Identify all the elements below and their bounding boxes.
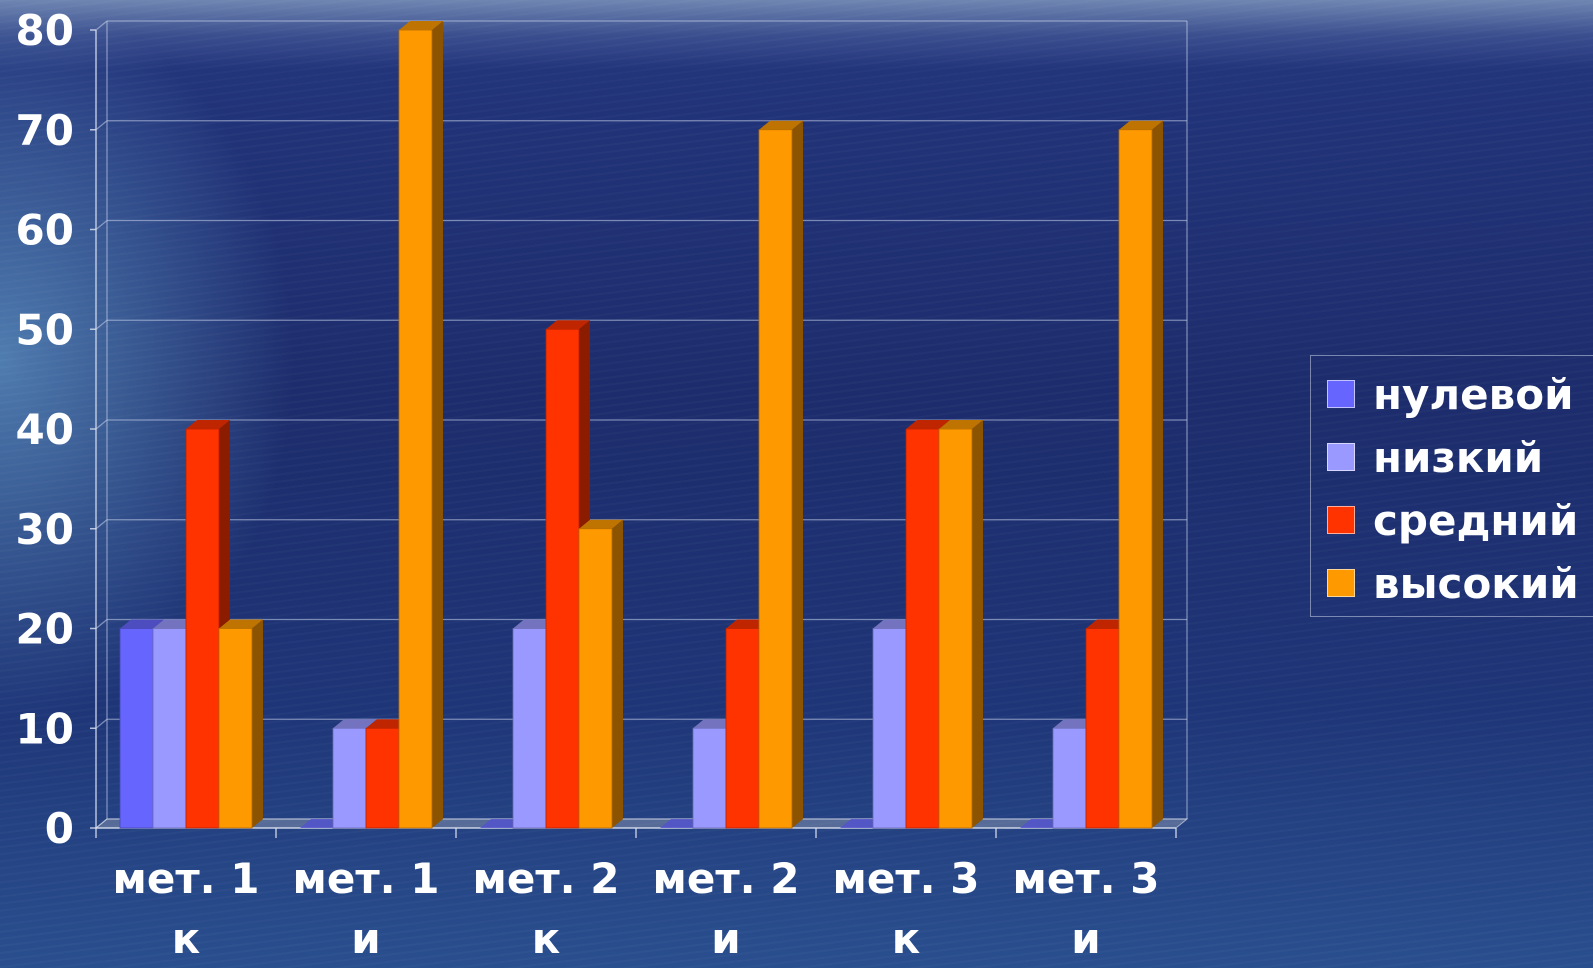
legend-swatch bbox=[1327, 380, 1355, 408]
y-tick-label: 30 bbox=[16, 505, 74, 554]
legend-label: высокий bbox=[1373, 558, 1579, 608]
x-tick-label: мет. 3 bbox=[833, 854, 980, 903]
x-tick-label: мет. 2 bbox=[473, 854, 620, 903]
bar bbox=[872, 628, 907, 829]
gridline-side bbox=[95, 20, 108, 31]
x-tick-label-sub: к bbox=[892, 914, 921, 963]
x-tick-label-sub: и bbox=[351, 914, 380, 963]
y-tick-label: 80 bbox=[16, 6, 74, 55]
bar bbox=[1085, 628, 1120, 829]
legend-item-high: высокий bbox=[1327, 553, 1579, 613]
bar bbox=[692, 727, 727, 829]
bar-top bbox=[759, 120, 803, 130]
bar-top bbox=[906, 420, 950, 429]
bar-side bbox=[252, 619, 263, 828]
y-tick-label: 20 bbox=[16, 605, 74, 654]
x-tick-label: мет. 1 bbox=[113, 854, 260, 903]
bar bbox=[119, 628, 154, 829]
bar-top bbox=[333, 719, 377, 729]
bar bbox=[725, 628, 760, 829]
gridline-side bbox=[95, 618, 108, 630]
bar bbox=[545, 328, 580, 829]
gridline-side bbox=[95, 120, 108, 131]
legend-label: средний bbox=[1373, 495, 1579, 545]
y-tick-label: 60 bbox=[16, 206, 74, 255]
bar-top bbox=[546, 320, 590, 330]
bar-top bbox=[1119, 120, 1163, 130]
bar bbox=[512, 628, 547, 829]
bar-top bbox=[399, 21, 443, 30]
bar bbox=[905, 428, 940, 829]
bar-layer bbox=[119, 21, 1163, 829]
x-tick-label-sub: к bbox=[532, 914, 561, 963]
x-tick-label: мет. 2 bbox=[653, 854, 800, 903]
legend-label: нулевой bbox=[1373, 369, 1574, 419]
bar bbox=[218, 628, 253, 829]
legend-swatch bbox=[1327, 569, 1355, 597]
legend-item-low: низкий bbox=[1327, 427, 1543, 487]
bar bbox=[1052, 727, 1087, 829]
gridline-side bbox=[95, 519, 108, 530]
x-tick-label-sub: к bbox=[172, 914, 201, 963]
grid-layer bbox=[95, 20, 1188, 829]
bar-side bbox=[1152, 120, 1163, 828]
y-tick-label: 70 bbox=[16, 106, 74, 155]
gridline-side bbox=[95, 718, 108, 729]
x-tick-label: мет. 1 bbox=[293, 854, 440, 903]
legend-swatch bbox=[1327, 443, 1355, 471]
bar-top bbox=[219, 619, 263, 629]
y-tick-label: 0 bbox=[45, 804, 74, 853]
x-tick-label: мет. 3 bbox=[1013, 854, 1160, 903]
y-tick-label: 10 bbox=[16, 704, 74, 753]
gridline-side bbox=[95, 419, 108, 430]
legend: нулевой низкий средний высокий bbox=[1310, 355, 1593, 617]
bar bbox=[1118, 129, 1153, 829]
bar bbox=[332, 727, 367, 829]
x-tick-label-sub: и bbox=[711, 914, 740, 963]
bar bbox=[185, 428, 220, 829]
bar bbox=[365, 727, 400, 829]
bar-side bbox=[792, 120, 803, 828]
gridline-side bbox=[95, 219, 108, 231]
legend-item-medium: средний bbox=[1327, 490, 1578, 550]
bar-side bbox=[432, 21, 443, 828]
gridline-side bbox=[95, 319, 108, 330]
y-tick-label: 50 bbox=[16, 305, 74, 354]
bar-top bbox=[120, 619, 164, 629]
bar-top bbox=[579, 519, 623, 529]
y-tick-label: 40 bbox=[16, 405, 74, 454]
label-layer: 0 10 20 30 40 50 60 70 80 мет. 1 к мет. 1 и мет. 2 к ме… bbox=[16, 6, 1160, 963]
bar bbox=[758, 129, 793, 829]
legend-swatch bbox=[1327, 506, 1355, 534]
bar-top bbox=[939, 420, 983, 429]
legend-item-zero: нулевой bbox=[1327, 364, 1574, 424]
bar-side bbox=[612, 519, 623, 828]
bar bbox=[938, 428, 973, 829]
legend-label: низкий bbox=[1373, 432, 1544, 482]
x-tick-label-sub: и bbox=[1071, 914, 1100, 963]
bar-side bbox=[972, 420, 983, 828]
bar bbox=[152, 628, 187, 829]
bar bbox=[578, 528, 613, 829]
bar-top bbox=[186, 420, 230, 429]
bar bbox=[398, 29, 433, 829]
